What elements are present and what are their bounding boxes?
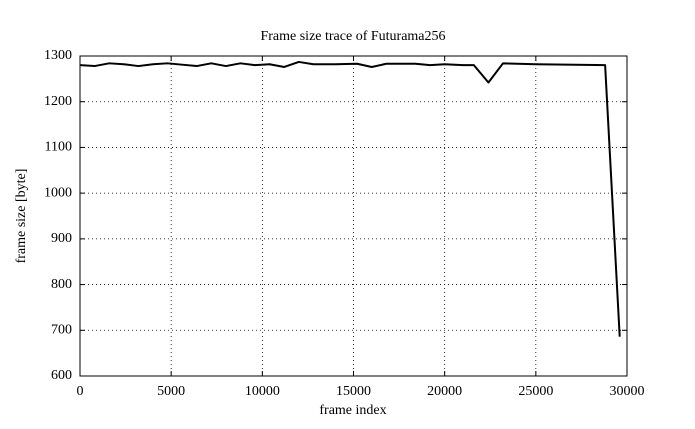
y-tick-label: 1100 <box>45 140 72 155</box>
plot-frame <box>79 55 628 377</box>
y-tick-label: 800 <box>51 277 72 292</box>
x-tick-label: 10000 <box>245 384 280 399</box>
y-tick-label: 700 <box>51 323 72 338</box>
y-tick-label: 900 <box>51 231 72 246</box>
x-tick-label: 0 <box>77 384 84 399</box>
y-axis-label: frame size [byte] <box>14 169 29 264</box>
x-tick-label: 25000 <box>518 384 553 399</box>
x-tick-label: 5000 <box>157 384 185 399</box>
y-tick-label: 1300 <box>44 48 72 63</box>
chart-title: Frame size trace of Futurama256 <box>260 29 445 44</box>
y-tick-label: 1000 <box>44 185 72 200</box>
data-line <box>79 60 621 337</box>
x-axis-label: frame index <box>319 403 386 418</box>
x-tick-label: 30000 <box>610 384 645 399</box>
x-tick-label: 15000 <box>336 384 371 399</box>
y-tick-label: 1200 <box>44 94 72 109</box>
x-tick-label: 20000 <box>427 384 462 399</box>
y-tick-label: 600 <box>51 368 72 383</box>
